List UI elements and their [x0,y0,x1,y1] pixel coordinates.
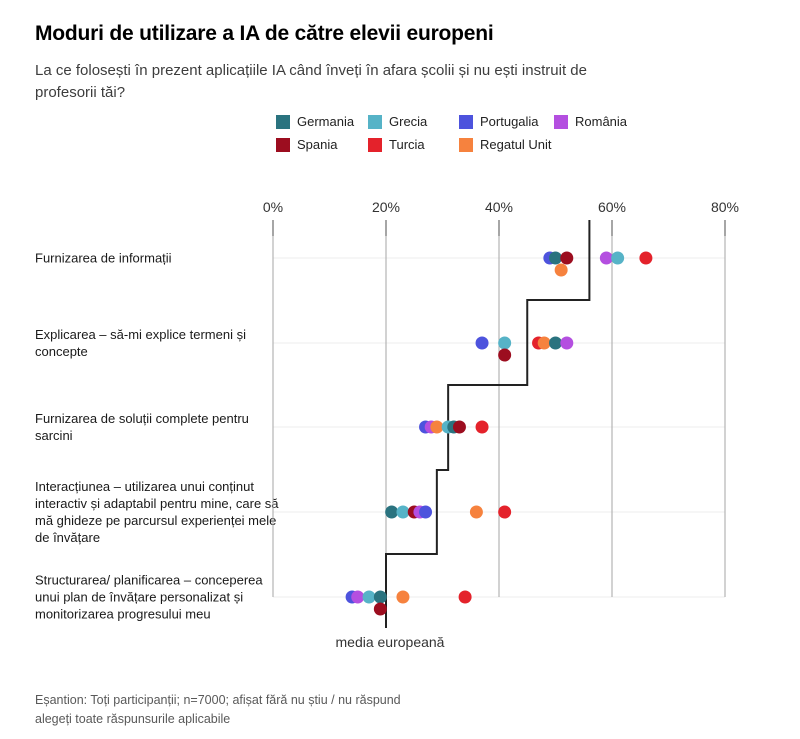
tick-label-20%: 20% [372,199,400,215]
legend-item-germania: Germania [276,114,368,129]
legend-swatch [459,137,473,152]
legend-label: Grecia [389,114,428,129]
chart-canvas: 0% 20% 40% 60% 80% media europeană [263,199,739,650]
dot-turcia-cat3 [475,420,489,434]
dot-spania-cat1 [560,251,574,265]
chart-footnote: Eșantion: Toți participanții; n=7000; af… [35,691,401,729]
legend-swatch [554,114,568,129]
dot-regatul-unit-cat1 [554,263,568,277]
dot-românia-cat5 [351,590,365,604]
category-label-1: Furnizarea de informații [35,250,172,266]
chart-legend: Germania Grecia Portugalia România Spania Tur… [276,114,684,152]
dot-germania-cat2 [549,336,562,350]
legend-label: Spania [297,137,338,152]
category-label-4: Interacțiunea – utilizarea unui conținut… [35,479,279,545]
legend-label: Germania [297,114,355,129]
tick-label-80%: 80% [711,199,739,215]
footnote-line-2: alegeți toate răspunsurile aplicabile [35,712,231,726]
dot-germania-cat5 [373,590,387,604]
legend-swatch [276,137,290,152]
category-label-2: Explicarea – să-mi explice termeni și co… [35,327,246,359]
legend-label: Regatul Unit [480,137,552,152]
legend-swatch [368,137,382,152]
dot-spania-cat2 [498,348,512,362]
dot-grecia-cat4 [396,505,410,519]
dot-turcia-cat4 [498,505,512,519]
legend-label: Portugalia [480,114,539,129]
legend-item-regatul-unit: Regatul Unit [459,137,554,152]
legend-item-grecia: Grecia [368,114,459,129]
chart-subtitle: La ce folosești în prezent aplicațiile I… [35,62,587,101]
footnote-line-1: Eșantion: Toți participanții; n=7000; af… [35,693,401,707]
dot-spania-cat5 [373,602,387,616]
legend-swatch [459,114,473,129]
dot-grecia-cat5 [362,590,376,604]
dot-turcia-cat5 [458,590,472,604]
dot-portugalia-cat2 [475,336,489,350]
dot-turcia-cat1 [639,251,653,265]
dot-românia-cat2 [560,336,574,350]
legend-swatch [276,114,290,129]
tick-label-40%: 40% [485,199,513,215]
legend-item-portugalia: Portugalia [459,114,554,129]
dot-regatul-unit-cat3 [430,420,444,434]
tick-label-60%: 60% [598,199,626,215]
dot-regatul-unit-cat5 [396,590,410,604]
dot-grecia-cat2 [498,336,512,350]
tick-label-0%: 0% [263,199,283,215]
dot-spania-cat3 [452,420,466,434]
dot-germania-cat1 [549,251,562,265]
dot-germania-cat4 [385,505,399,519]
legend-item-românia: România [554,114,684,129]
legend-swatch [368,114,382,129]
average-line-label: media europeană [336,634,445,650]
legend-label: România [575,114,628,129]
dot-regatul-unit-cat2 [537,336,551,350]
dot-românia-cat1 [599,251,613,265]
legend-item-turcia: Turcia [368,137,459,152]
chart-title: Moduri de utilizare a IA de către elevii… [35,22,494,45]
legend-item-spania: Spania [276,137,368,152]
category-label-3: Furnizarea de soluții complete pentru sa… [35,411,249,443]
dot-regatul-unit-cat4 [469,505,483,519]
dot-grecia-cat1 [611,251,625,265]
legend-label: Turcia [389,137,425,152]
dot-portugalia-cat4 [419,505,433,519]
category-label-5: Structurarea/ planificarea – conceperea … [35,572,263,622]
